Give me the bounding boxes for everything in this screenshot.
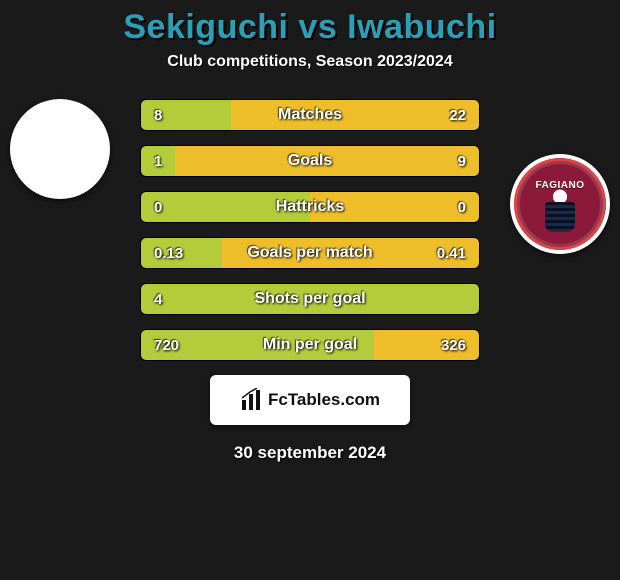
stat-row: 8Matches22 bbox=[140, 99, 480, 131]
stat-bar-track bbox=[140, 145, 480, 177]
stat-bar-right-segment bbox=[231, 100, 479, 130]
stat-bar-right-segment bbox=[175, 146, 479, 176]
stat-row: 720Min per goal326 bbox=[140, 329, 480, 361]
stat-bar-track bbox=[140, 329, 480, 361]
stat-row: 0Hattricks0 bbox=[140, 191, 480, 223]
club-badge-icon: FAGIANO bbox=[514, 158, 606, 250]
avatar-placeholder-icon bbox=[16, 118, 104, 144]
stat-bar-right-segment bbox=[374, 330, 479, 360]
stat-bar-track bbox=[140, 283, 480, 315]
avatar-placeholder-icon bbox=[21, 158, 99, 180]
club-badge-label: FAGIANO bbox=[535, 180, 584, 191]
stat-bar-right-segment bbox=[222, 238, 479, 268]
badge-stripes-icon bbox=[545, 202, 575, 232]
stat-row: 4Shots per goal bbox=[140, 283, 480, 315]
date-label: 30 september 2024 bbox=[0, 443, 620, 463]
player-left-avatar bbox=[10, 99, 110, 199]
stat-bar-track bbox=[140, 191, 480, 223]
stat-bars: 8Matches22 1Goals9 0Hattricks0 0.13Goals pe… bbox=[140, 99, 480, 361]
stat-row: 1Goals9 bbox=[140, 145, 480, 177]
stat-row: 0.13Goals per match0.41 bbox=[140, 237, 480, 269]
subtitle: Club competitions, Season 2023/2024 bbox=[0, 53, 620, 71]
content-area: FAGIANO 8Matches22 1Goals9 0Hattricks0 0.13… bbox=[0, 99, 620, 463]
brand-badge[interactable]: FcTables.com bbox=[210, 375, 410, 425]
stat-bar-right-segment bbox=[310, 192, 479, 222]
stat-bar-left-segment bbox=[141, 284, 479, 314]
comparison-card: Sekiguchi vs Iwabuchi Club competitions,… bbox=[0, 0, 620, 463]
brand-label: FcTables.com bbox=[268, 390, 380, 410]
player-right-avatar: FAGIANO bbox=[510, 154, 610, 254]
page-title: Sekiguchi vs Iwabuchi bbox=[0, 8, 620, 47]
stat-bar-track bbox=[140, 237, 480, 269]
stat-bar-left-segment bbox=[141, 330, 374, 360]
stat-bar-track bbox=[140, 99, 480, 131]
stat-bar-left-segment bbox=[141, 192, 310, 222]
stat-bar-left-segment bbox=[141, 146, 175, 176]
chart-icon bbox=[240, 388, 264, 412]
stat-bar-left-segment bbox=[141, 100, 231, 130]
stat-bar-left-segment bbox=[141, 238, 222, 268]
